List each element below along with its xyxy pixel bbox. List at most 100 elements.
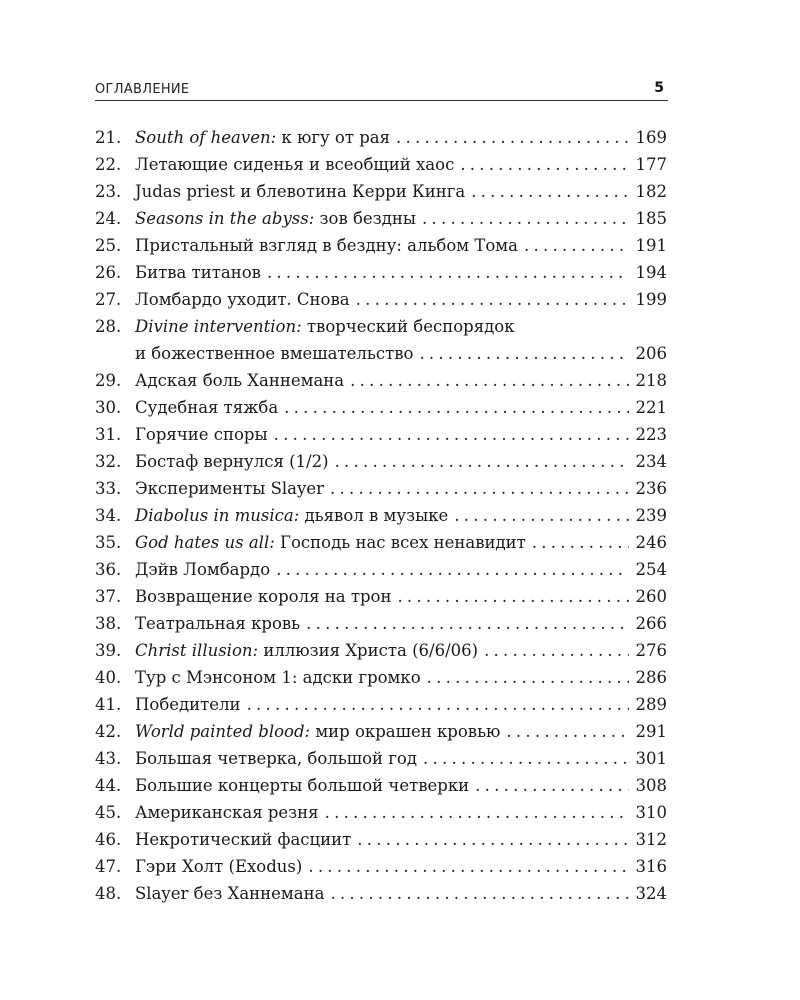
toc-entry-line: и божественное вмешательство 206 [95,340,667,367]
toc-entry-line: 48. Slayer без Ханнемана 324 [95,880,667,907]
page-ref: 236 [635,479,668,498]
chapter-number: 33. [95,479,122,498]
chapter-title: Divine intervention: творческий беспоряд… [135,313,515,340]
toc-entry[interactable]: 47. Гэри Холт (Exodus) 316 [95,853,667,880]
chapter-title-text: Некротический фасциит [135,830,352,849]
toc-entry-line: 24. Seasons in the abyss: зов бездны 185 [95,205,667,232]
page-ref: 199 [635,290,668,309]
chapter-title-text: Господь нас всех ненавидит [274,533,526,552]
toc-entry[interactable]: 23. Judas priest и блевотина Керри Кинга 1… [95,178,667,205]
toc-entry-line: 26. Битва титанов 194 [95,259,667,286]
running-header: ОГЛАВЛЕНИЕ 5 [95,80,668,101]
page-ref: 182 [635,182,668,201]
toc-entry[interactable]: 46. Некротический фасциит 312 [95,826,667,853]
toc-entry[interactable]: 30. Судебная тяжба 221 [95,394,667,421]
toc-entry-line: 22. Летающие сиденья и всеобщий хаос 177 [95,151,667,178]
chapter-title-italic: South of heaven: [135,128,277,147]
chapter-title-text: Горячие споры [135,425,268,444]
dot-leader [524,232,629,259]
toc-entry[interactable]: 25. Пристальный взгляд в бездну: альбом Т… [95,232,667,259]
dot-leader [471,178,629,205]
dot-leader [330,880,629,907]
chapter-title-italic: Divine intervention: [135,317,302,336]
toc-entry[interactable]: 31. Горячие споры 223 [95,421,667,448]
toc-entry[interactable]: 21. South of heaven: к югу от рая 169 [95,124,667,151]
table-of-contents: 21. South of heaven: к югу от рая 169 22. Ле… [95,124,667,907]
chapter-title: Большие концерты большой четверки [135,772,469,799]
toc-entry[interactable]: 44. Большие концерты большой четверки 308 [95,772,667,799]
dot-leader [423,745,629,772]
toc-entry[interactable]: 33. Эксперименты Slayer 236 [95,475,667,502]
chapter-number: 29. [95,371,122,390]
toc-entry[interactable]: 26. Битва титанов 194 [95,259,667,286]
chapter-title: Большая четверка, большой год [135,745,417,772]
chapter-number: 39. [95,641,122,660]
toc-entry-line: 40. Тур с Мэнсоном 1: адски громко 286 [95,664,667,691]
toc-entry[interactable]: 34. Diabolus in musica: дьявол в музыке 23… [95,502,667,529]
toc-entry[interactable]: 40. Тур с Мэнсоном 1: адски громко 286 [95,664,667,691]
chapter-number: 45. [95,803,122,822]
chapter-title: Пристальный взгляд в бездну: альбом Тома [135,232,518,259]
toc-entry[interactable]: 37. Возвращение короля на трон 260 [95,583,667,610]
chapter-title-text: Бостаф вернулся (1/2) [135,452,329,471]
chapter-title-text: Возвращение короля на трон [135,587,392,606]
chapter-title-text: мир окрашен кровью [310,722,501,741]
toc-entry-line: 45. Американская резня 310 [95,799,667,826]
dot-leader [532,529,629,556]
page-number: 5 [654,80,664,96]
toc-entry-line: 27. Ломбардо уходит. Снова 199 [95,286,667,313]
dot-leader [506,718,629,745]
dot-leader [427,664,629,691]
chapter-title-text: творческий беспорядок [301,317,515,336]
toc-entry[interactable]: 39. Christ illusion: иллюзия Христа (6/6/… [95,637,667,664]
chapter-title-text: Тур с Мэнсоном 1: адски громко [135,668,421,687]
chapter-title-text: Театральная кровь [135,614,301,633]
dot-leader [274,421,629,448]
toc-entry[interactable]: 27. Ломбардо уходит. Снова 199 [95,286,667,313]
chapter-number: 28. [95,317,122,336]
toc-entry[interactable]: 24. Seasons in the abyss: зов бездны 185 [95,205,667,232]
chapter-number: 40. [95,668,122,687]
chapter-title-text: Ломбардо уходит. Снова [135,290,350,309]
chapter-title-text: Гэри Холт (Exodus) [135,857,303,876]
toc-entry[interactable]: 45. Американская резня 310 [95,799,667,826]
chapter-number: 34. [95,506,122,525]
toc-entry[interactable]: 32. Бостаф вернулся (1/2) 234 [95,448,667,475]
chapter-title-text: Slayer без Ханнемана [135,884,325,903]
toc-entry[interactable]: 36. Дэйв Ломбардо 254 [95,556,667,583]
toc-entry-line: 36. Дэйв Ломбардо 254 [95,556,667,583]
dot-leader [247,691,629,718]
toc-entry[interactable]: 41. Победители 289 [95,691,667,718]
toc-entry[interactable]: 22. Летающие сиденья и всеобщий хаос 177 [95,151,667,178]
page-ref: 301 [635,749,668,768]
dot-leader [422,205,629,232]
chapter-title: Американская резня [135,799,319,826]
chapter-title: Diabolus in musica: дьявол в музыке [135,502,448,529]
toc-entry[interactable]: 42. World painted blood: мир окрашен кров… [95,718,667,745]
page-ref: 310 [635,803,668,822]
toc-entry[interactable]: 29. Адская боль Ханнемана 218 [95,367,667,394]
toc-entry[interactable]: 43. Большая четверка, большой год 301 [95,745,667,772]
page-ref: 194 [635,263,668,282]
chapter-title-text: Битва титанов [135,263,261,282]
dot-leader [267,259,629,286]
toc-entry[interactable]: 38. Театральная кровь 266 [95,610,667,637]
toc-entry[interactable]: 48. Slayer без Ханнемана 324 [95,880,667,907]
chapter-title-text: Адская боль Ханнемана [135,371,345,390]
dot-leader [284,394,629,421]
chapter-number: 37. [95,587,122,606]
dot-leader [475,772,629,799]
chapter-title: Эксперименты Slayer [135,475,324,502]
chapter-title: Judas priest и блевотина Керри Кинга [135,178,465,205]
toc-entry[interactable]: 35. God hates us all: Господь нас всех не… [95,529,667,556]
chapter-title: God hates us all: Господь нас всех ненав… [135,529,526,556]
toc-entry-line: 37. Возвращение короля на трон 260 [95,583,667,610]
toc-entry-line: 30. Судебная тяжба 221 [95,394,667,421]
page-ref: 286 [635,668,668,687]
chapter-number: 46. [95,830,122,849]
toc-entry-line: 35. God hates us all: Господь нас всех не… [95,529,667,556]
toc-entry-line: 46. Некротический фасциит 312 [95,826,667,853]
chapter-number: 41. [95,695,122,714]
chapter-number: 43. [95,749,122,768]
toc-entry[interactable]: 28. Divine intervention: творческий беспо… [95,313,667,367]
